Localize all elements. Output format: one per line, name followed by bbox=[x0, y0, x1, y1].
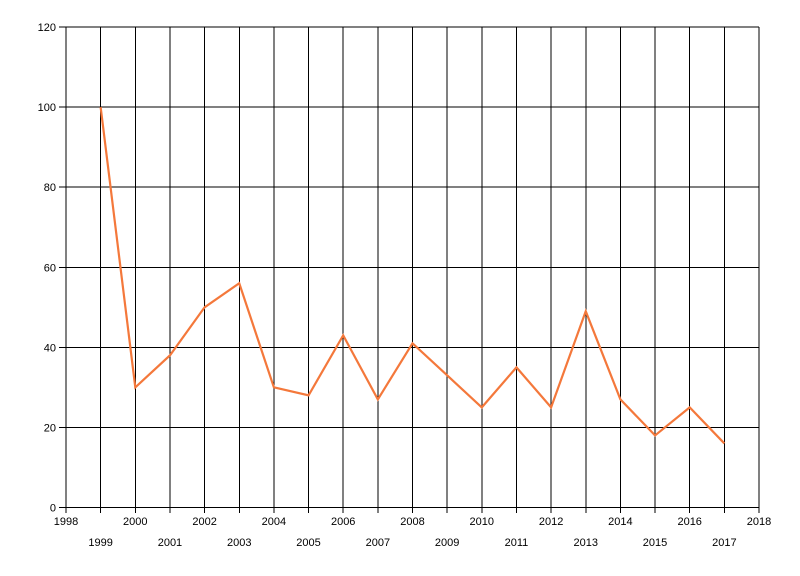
x-tick-label: 2014 bbox=[608, 516, 632, 528]
x-axis-labels: 1998 1999 2000 2001 2002 2003 2004 2005 2006 2007… bbox=[54, 516, 771, 549]
x-tick-label: 2004 bbox=[262, 516, 286, 528]
y-tick-label: 100 bbox=[38, 102, 56, 114]
data-line-series bbox=[99, 106, 726, 445]
gridlines bbox=[65, 26, 760, 508]
y-tick-label: 0 bbox=[50, 503, 56, 515]
x-tick-label: 2015 bbox=[643, 537, 667, 549]
y-tick-label: 120 bbox=[38, 22, 56, 34]
x-tick-label: 2017 bbox=[712, 537, 736, 549]
y-tick-label: 20 bbox=[44, 422, 56, 434]
axis-ticks bbox=[59, 26, 760, 513]
x-tick-label: 2009 bbox=[435, 537, 459, 549]
x-tick-label: 1999 bbox=[88, 537, 112, 549]
x-tick-label: 2011 bbox=[505, 537, 529, 549]
x-tick-label: 2003 bbox=[227, 537, 251, 549]
x-tick-label: 2012 bbox=[539, 516, 563, 528]
x-tick-label: 2006 bbox=[331, 516, 355, 528]
x-tick-label: 1998 bbox=[54, 516, 78, 528]
y-axis-labels: 0 20 40 60 80 100 120 bbox=[38, 22, 56, 515]
x-tick-label: 2000 bbox=[123, 516, 147, 528]
x-tick-label: 2001 bbox=[158, 537, 182, 549]
y-tick-label: 80 bbox=[44, 182, 56, 194]
y-tick-label: 40 bbox=[44, 342, 56, 354]
x-tick-label: 2002 bbox=[192, 516, 216, 528]
x-tick-label: 2018 bbox=[747, 516, 771, 528]
x-tick-label: 2008 bbox=[400, 516, 424, 528]
x-tick-label: 2010 bbox=[470, 516, 494, 528]
x-tick-label: 2005 bbox=[296, 537, 320, 549]
x-tick-label: 2007 bbox=[366, 537, 390, 549]
y-tick-label: 60 bbox=[44, 262, 56, 274]
x-tick-label: 2013 bbox=[574, 537, 598, 549]
x-tick-label: 2016 bbox=[677, 516, 701, 528]
